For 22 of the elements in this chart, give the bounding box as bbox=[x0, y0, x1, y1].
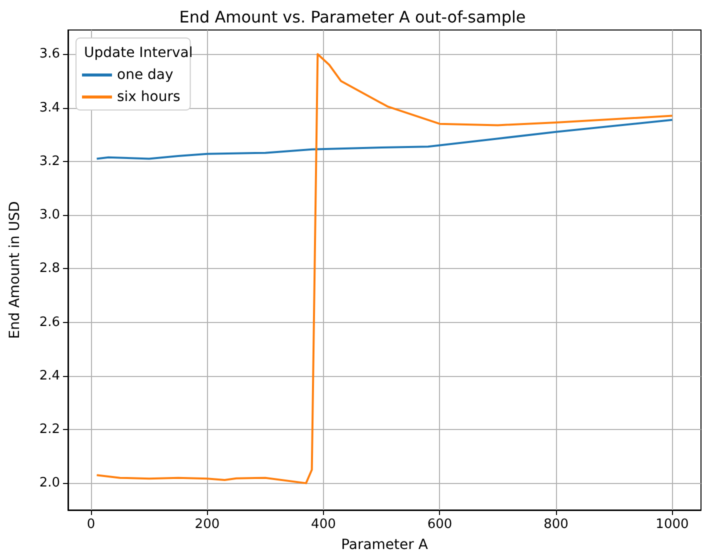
x-tick-label: 600 bbox=[427, 517, 452, 532]
y-tick-label: 3.2 bbox=[39, 154, 60, 169]
x-tick-label: 1000 bbox=[656, 517, 689, 532]
y-tick-label: 3.0 bbox=[39, 208, 60, 223]
legend-title: Update Interval bbox=[84, 45, 193, 61]
y-tick-label: 2.6 bbox=[39, 314, 60, 330]
y-tick-label: 3.4 bbox=[39, 100, 60, 116]
chart-title: End Amount vs. Parameter A out-of-sample bbox=[179, 8, 526, 26]
y-tick-label: 2.2 bbox=[39, 422, 60, 438]
y-tick-label: 2.8 bbox=[39, 261, 60, 276]
y-tick-label: 2.4 bbox=[39, 368, 60, 384]
line-series bbox=[96, 118, 674, 160]
x-tick-label: 0 bbox=[86, 517, 96, 532]
x-tick-label: 200 bbox=[194, 517, 220, 532]
x-tick-label: 400 bbox=[311, 517, 336, 532]
y-tick-label: 2.0 bbox=[39, 476, 60, 491]
x-tick-label: 800 bbox=[544, 517, 568, 532]
x-axis-title: Parameter A bbox=[341, 537, 428, 553]
y-tick-label: 3.6 bbox=[39, 46, 60, 62]
legend-label: six hours bbox=[117, 89, 180, 105]
y-axis-title: End Amount in USD bbox=[7, 201, 23, 339]
legend-label: one day bbox=[117, 67, 174, 83]
